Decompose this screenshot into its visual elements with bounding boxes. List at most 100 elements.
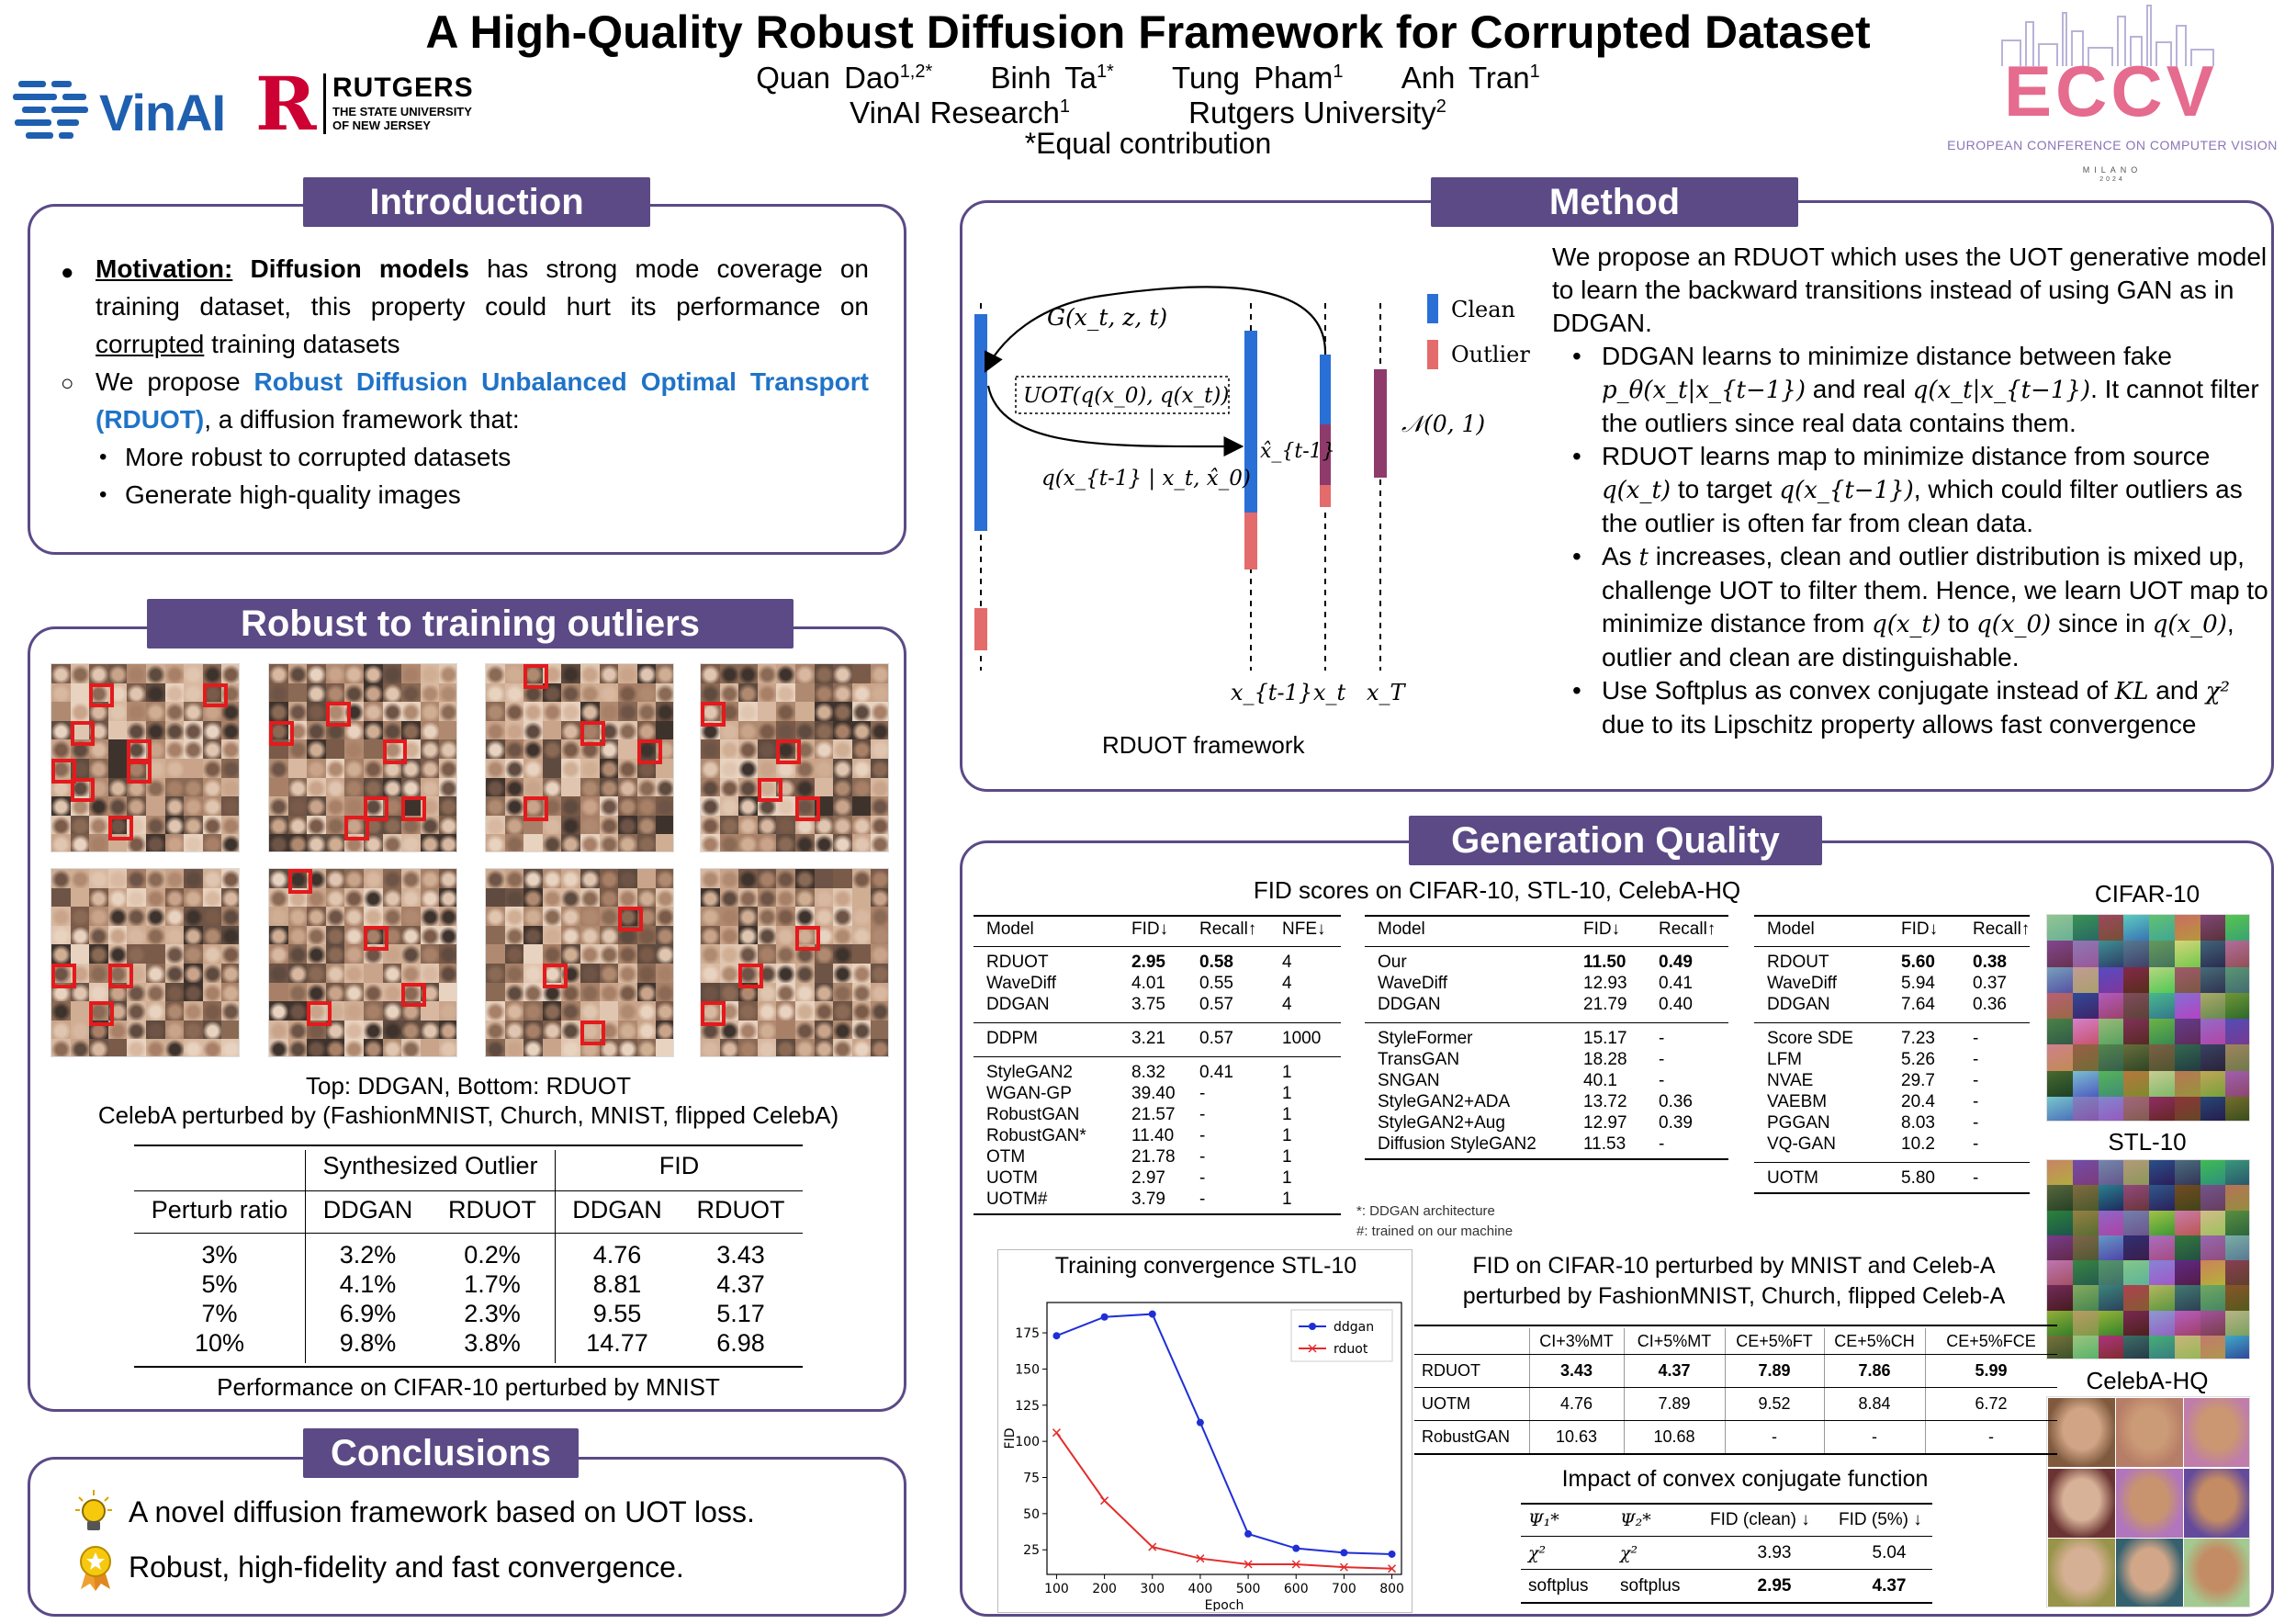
y-axis-label: FID (1003, 1428, 1018, 1449)
table-cell: 5.26 (1901, 1050, 1935, 1069)
table-cell: UOTM (1767, 1168, 1818, 1188)
rutgers-subtitle: THE STATE UNIVERSITY (332, 105, 472, 118)
table-cell: 3.93 (1757, 1543, 1792, 1562)
legend-marker (1309, 1323, 1316, 1330)
face-sample-grid (51, 868, 240, 1057)
table-col-header: Recall↑ (1973, 919, 2031, 939)
table-cell: 4.76 (592, 1241, 642, 1269)
normal-label: 𝒩(0, 1) (1401, 411, 1485, 437)
table-cell: TransGAN (1378, 1050, 1460, 1069)
table-footnote: *: DDGAN architecture (1356, 1203, 1495, 1219)
table-cell: 0.49 (1659, 953, 1693, 972)
table-cell: - (1772, 1427, 1777, 1446)
affiliation: VinAI Research1 (850, 96, 1070, 130)
table-cell: 18.28 (1583, 1050, 1627, 1069)
table-cell: UOTM# (986, 1190, 1048, 1209)
table-cell: 0.36 (1659, 1092, 1693, 1111)
dot-bullet-icon: • (1572, 676, 1581, 705)
outlier-highlight (70, 720, 96, 746)
table-cell: 0.37 (1973, 974, 2007, 993)
table-col-header: Recall↑ (1199, 919, 1257, 939)
vinai-wordmark: VinAI (99, 84, 226, 141)
conclusion-item: Robust, high-fidelity and fast convergen… (129, 1551, 684, 1584)
chart-title: Training convergence STL-10 (1054, 1253, 1357, 1279)
affiliation: Rutgers University2 (1188, 96, 1446, 130)
table-cell: StyleGAN2+Aug (1378, 1113, 1505, 1133)
x-tick-label: 800 (1379, 1582, 1404, 1596)
medal-icon (80, 1546, 111, 1591)
table-cell: 21.57 (1131, 1105, 1176, 1124)
table-cell: 5.04 (1872, 1543, 1907, 1562)
table-col-header: CI+3%MT (1539, 1332, 1614, 1350)
table-cell: 10% (194, 1329, 245, 1357)
outlier-highlight (542, 964, 568, 988)
table-cell: - (1199, 1147, 1206, 1167)
outlier-highlight (701, 702, 726, 727)
table-cell: 39.40 (1131, 1084, 1176, 1103)
table-cell: 10.2 (1901, 1134, 1935, 1154)
table-col-header: DDGAN (322, 1196, 413, 1224)
lightbulb-icon (75, 1490, 112, 1530)
table-cell: WaveDiff (986, 974, 1057, 993)
data-point-ddgan (1148, 1310, 1156, 1318)
table-cell: UOTM (1422, 1394, 1470, 1413)
eccv-wordmark: ECCV (2004, 51, 2218, 131)
series-line-rduot (1055, 1432, 1392, 1570)
dot-bullet-icon: • (99, 445, 107, 469)
table-cell: - (1199, 1084, 1206, 1103)
conclusion-item: A novel diffusion framework based on UOT… (129, 1495, 755, 1528)
outlier-highlight (364, 796, 388, 821)
table-cell: 4 (1282, 974, 1292, 993)
table-cell: 7.23 (1901, 1029, 1935, 1048)
table-cell: 4.37 (1658, 1361, 1691, 1380)
fid-tables-title: FID scores on CIFAR-10, STL-10, CelebA-H… (1253, 876, 1741, 904)
data-point-ddgan (1100, 1313, 1109, 1321)
author: Tung Pham1 (1172, 61, 1344, 95)
eccv-subtitle: EUROPEAN CONFERENCE ON COMPUTER VISION (1947, 138, 2278, 152)
table-cell: - (1199, 1126, 1206, 1145)
circle-bullet-icon: ● (61, 260, 74, 285)
table-cell: 9.8% (339, 1329, 397, 1357)
table-cell: 4 (1282, 953, 1292, 972)
table-col-header: Perturb ratio (151, 1196, 288, 1224)
proposal-pre: We propose (96, 367, 254, 396)
table-cell: DDGAN (1767, 995, 1830, 1014)
circle-bullet-icon: ○ (61, 371, 74, 396)
data-point-ddgan (1196, 1418, 1204, 1427)
proposal-post: , a diffusion framework that: (204, 405, 520, 434)
table-cell: DDGAN (986, 995, 1050, 1014)
dot-bullet-icon: • (99, 482, 107, 507)
table-col-header: FID↓ (1901, 919, 1939, 939)
xhat-label: x̂_{t-1} (1260, 440, 1335, 463)
method-bullet: • As t increases, clean and outlier distr… (1572, 542, 2268, 671)
table-cell: 0.36 (1973, 995, 2007, 1014)
uot-label: UOT(q(x_0), q(x_t)) (1023, 384, 1229, 408)
rutgers-r-mark: R (255, 61, 317, 147)
generated-sample-grid (2046, 1396, 2250, 1607)
motivation-tail: training datasets (204, 330, 400, 358)
table-cell: - (1659, 1134, 1665, 1154)
poster-title: A High-Quality Robust Diffusion Framewor… (425, 6, 1871, 58)
y-tick-label: 100 (1015, 1435, 1040, 1449)
table-cell: - (1199, 1168, 1206, 1188)
table-cell: SNGAN (1378, 1071, 1440, 1090)
face-sample-grid (700, 868, 889, 1057)
table-cell: 1 (1282, 1105, 1292, 1124)
table-col-header: CE+5%CH (1834, 1332, 1915, 1350)
table-col-header: FID (clean) ↓ (1710, 1510, 1810, 1529)
table-cell: 0.2% (464, 1241, 521, 1269)
table-cell: Diffusion StyleGAN2 (1378, 1134, 1536, 1154)
plot-area (1046, 1302, 1402, 1575)
table-cell: 0.41 (1199, 1063, 1233, 1082)
table-cell: softplus (1528, 1576, 1589, 1596)
face-sample-grid (700, 663, 889, 852)
outlier-highlight (580, 1020, 605, 1045)
posterior-label: q(x_{t-1} | x_t, x̂_0) (1041, 467, 1251, 491)
table-cell: WGAN-GP (986, 1084, 1072, 1103)
rutgers-name: RUTGERS (332, 73, 474, 103)
face-sample-grid (51, 663, 240, 852)
method-body: We propose an RDUOT which uses the UOT g… (1552, 241, 2268, 741)
table-cell: 29.7 (1901, 1071, 1935, 1090)
table-cell: 12.97 (1583, 1113, 1627, 1133)
table-col-header: Model (986, 919, 1034, 939)
